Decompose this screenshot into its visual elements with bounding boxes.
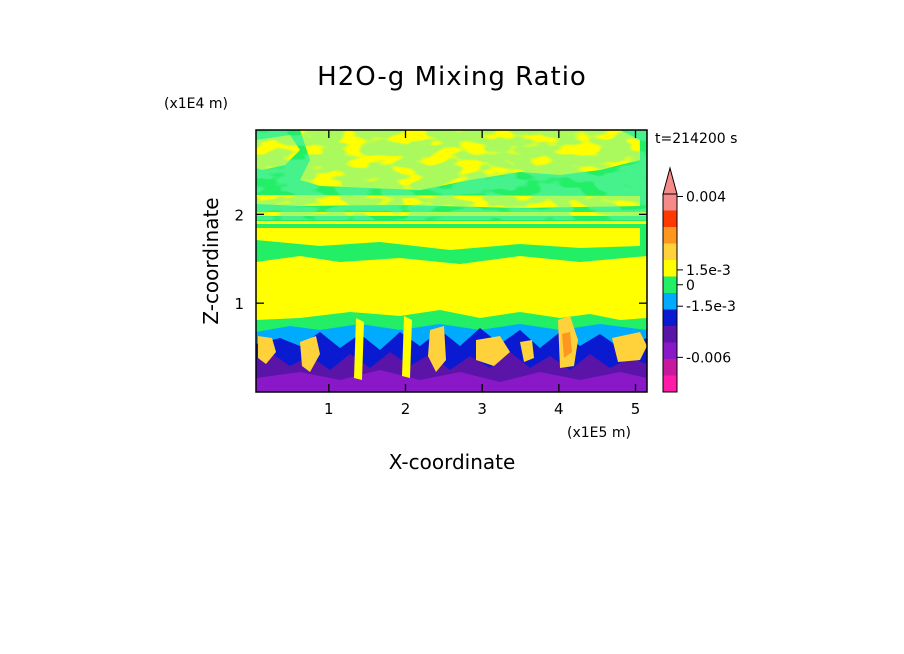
x-axis: 1 2 3 4 5: [324, 130, 640, 418]
colorbar-segment: [663, 309, 677, 326]
colorbar-segment: [663, 276, 677, 293]
colorbar-segment: [663, 293, 677, 310]
colorbar-segment: [663, 342, 677, 359]
x-tick-label: 4: [554, 400, 564, 418]
x-axis-label: X-coordinate: [389, 450, 516, 474]
colorbar-segment: [663, 243, 677, 260]
plume-7-core: [562, 332, 572, 358]
y-tick-label: 2: [234, 206, 244, 224]
y-unit-label: (x1E4 m): [164, 96, 228, 112]
colorbar-frame: [662, 193, 678, 393]
time-label: t=214200 s: [655, 131, 737, 147]
x-tick-label: 2: [401, 400, 411, 418]
x-tick-label: 3: [477, 400, 487, 418]
violet-base: [256, 370, 647, 392]
plume-8: [612, 332, 647, 362]
y-axis: 12: [234, 206, 647, 313]
chart-title: H2O-g Mixing Ratio: [317, 62, 587, 92]
colorbar-segment: [663, 260, 677, 277]
colorbar-segment: [663, 210, 677, 227]
colorbar-extend-arrow: [662, 166, 678, 195]
colorbar-tick-label: 0: [686, 278, 695, 294]
plume-1: [258, 336, 276, 364]
colorbar: 0.004 1.5e-30 -1.5e-3 -0.006: [662, 166, 736, 393]
plot-frame: [255, 129, 648, 393]
colorbar-tick-label: 1.5e-3: [686, 263, 731, 279]
colorbar-segment: [663, 326, 677, 343]
y-axis-label: Z-coordinate: [199, 197, 223, 324]
plume-5: [428, 326, 446, 372]
colorbar-segment: [663, 375, 677, 392]
colorbar-tick-label: -1.5e-3: [686, 299, 736, 315]
colorbar-tick-label: 0.004: [686, 190, 726, 206]
x-tick-label: 5: [631, 400, 641, 418]
x-unit-label: (x1E5 m): [567, 425, 631, 441]
plume-9: [520, 340, 534, 362]
plume-2: [300, 336, 320, 372]
colorbar-segment: [663, 359, 677, 376]
colorbar-tick-label: -0.006: [686, 350, 731, 366]
mid-yellow-band: [256, 256, 647, 320]
x-tick-label: 1: [324, 400, 334, 418]
plume-4: [402, 316, 412, 378]
tropopause-band-2: [256, 221, 647, 224]
colorbar-segment: [663, 194, 677, 211]
plume-3: [354, 318, 364, 380]
colorbar-segment: [663, 227, 677, 244]
upper-mid-yellow: [256, 228, 640, 250]
heatmap-plot: [256, 130, 647, 392]
y-tick-label: 1: [234, 295, 244, 313]
plume-6: [476, 336, 510, 366]
